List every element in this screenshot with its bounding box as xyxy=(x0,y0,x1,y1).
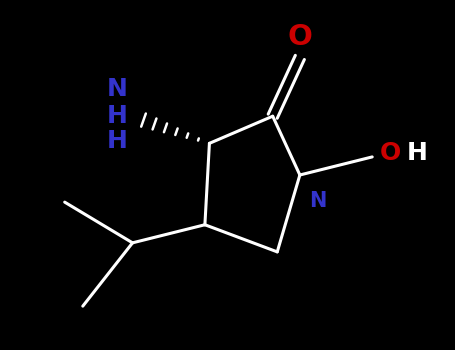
Text: O: O xyxy=(288,23,312,51)
Text: H: H xyxy=(407,141,427,165)
Text: H: H xyxy=(107,104,128,128)
Text: N: N xyxy=(107,77,128,101)
Text: N: N xyxy=(309,191,326,211)
Text: H: H xyxy=(107,129,128,153)
Text: O: O xyxy=(379,141,401,165)
